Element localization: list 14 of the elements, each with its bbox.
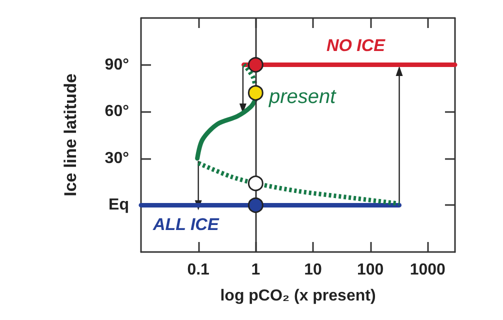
y-tick-label: 90°: [104, 56, 129, 74]
x-tick-label: 100: [356, 262, 384, 278]
series-label: ALL ICE: [152, 215, 220, 234]
x-tick-label: 1000: [410, 262, 446, 278]
y-axis-title: Ice line latitude: [61, 74, 80, 196]
series-label: NO ICE: [326, 36, 386, 55]
x-axis-title: log pCO₂ (x present): [220, 288, 376, 304]
y-tick-label: Eq: [108, 196, 129, 214]
x-tick-label: 10: [304, 262, 322, 278]
x-tick-label: 1: [251, 262, 260, 278]
annotation: present: [268, 86, 338, 108]
x-tick-label: 0.1: [187, 262, 210, 278]
y-tick-label: 60°: [104, 103, 129, 120]
y-tick-label: 30°: [104, 150, 129, 167]
